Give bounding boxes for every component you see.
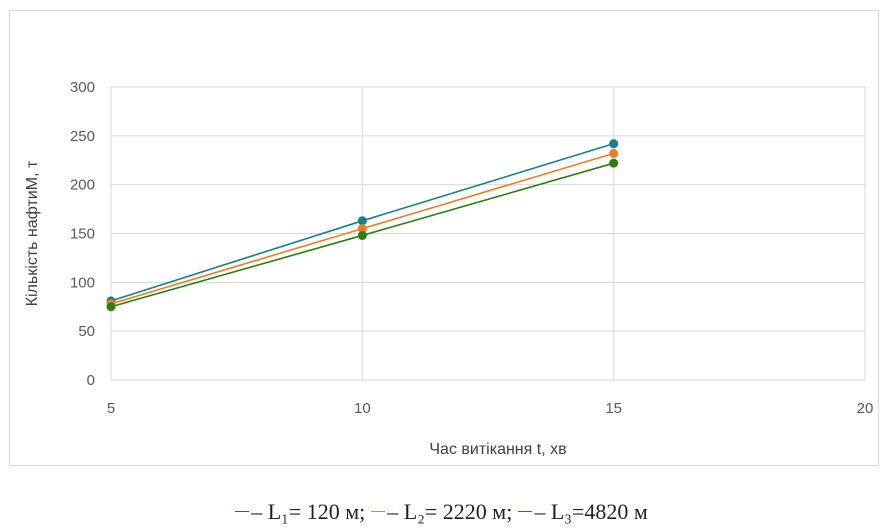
- x-tick-label: 15: [605, 400, 622, 417]
- y-tick-label: 150: [70, 226, 95, 243]
- y-tick-label: 0: [87, 372, 95, 389]
- legend: – L₁= 120 м; – L₂= 2220 м; – L₃=4820 м: [0, 499, 883, 525]
- tick-labels: 0 50 100 150 200 250 300 5 10 15 20: [70, 79, 873, 417]
- legend-label: – L₁= 120 м;: [251, 499, 366, 524]
- legend-swatch: [235, 511, 250, 513]
- legend-item: – L₃=4820 м: [518, 499, 648, 525]
- data-point: [357, 224, 367, 234]
- y-tick-label: 100: [70, 274, 95, 291]
- y-tick-label: 250: [70, 128, 95, 145]
- x-tick-label: 20: [857, 400, 874, 417]
- y-tick-label: 300: [70, 79, 95, 96]
- data-point: [609, 148, 619, 158]
- data-point: [106, 302, 116, 312]
- series-3: [106, 158, 619, 312]
- series-layer: [106, 139, 619, 312]
- legend-swatch: [371, 511, 386, 513]
- y-tick-label: 200: [70, 177, 95, 194]
- legend-label: – L₃=4820 м: [534, 499, 648, 524]
- data-point: [357, 216, 367, 226]
- grid-lines: [110, 86, 866, 381]
- data-point: [609, 139, 619, 149]
- data-point: [357, 230, 367, 240]
- legend-item: – L₂= 2220 м;: [371, 499, 512, 525]
- legend-swatch: [518, 511, 533, 513]
- x-axis-title: Час витікання t, хв: [429, 441, 566, 458]
- legend-item: – L₁= 120 м;: [235, 499, 365, 525]
- line-chart: 0 50 100 150 200 250 300 5 10 15 20 Час витікання …: [24, 79, 873, 458]
- legend-label: – L₂= 2220 м;: [387, 499, 513, 524]
- x-tick-label: 5: [107, 400, 115, 417]
- data-point: [609, 158, 619, 168]
- y-axis-title: Кількість нафтиМ, т: [24, 160, 41, 306]
- y-tick-label: 50: [78, 323, 95, 340]
- chart-frame: 0 50 100 150 200 250 300 5 10 15 20 Час витікання …: [9, 10, 879, 466]
- x-tick-label: 10: [354, 400, 371, 417]
